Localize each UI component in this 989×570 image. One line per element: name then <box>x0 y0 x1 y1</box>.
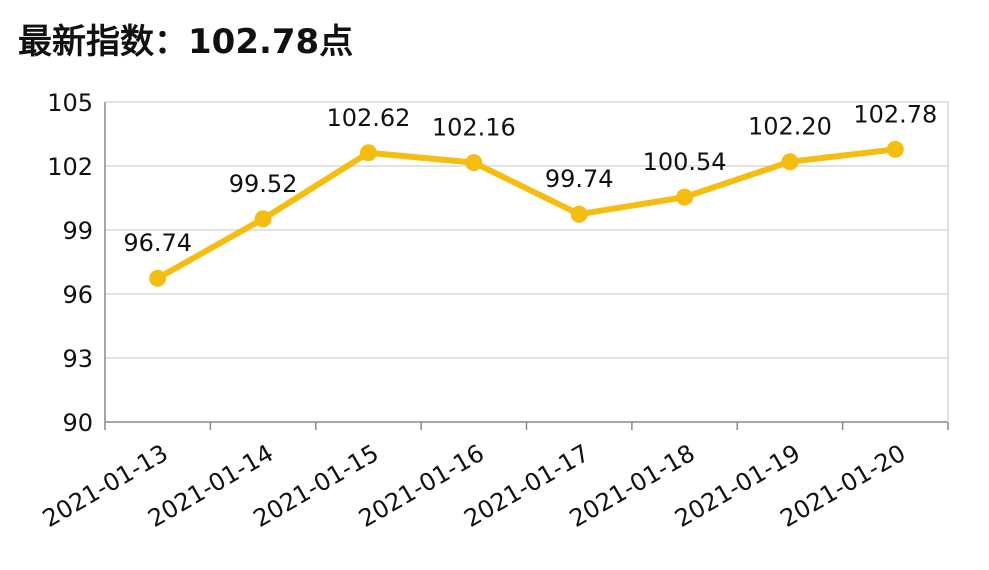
y-tick-label: 96 <box>62 281 93 309</box>
axes <box>104 102 949 430</box>
y-tick-label: 90 <box>62 409 93 437</box>
data-label: 99.74 <box>545 165 614 193</box>
data-label: 102.20 <box>748 113 832 141</box>
y-tick-label: 105 <box>47 89 93 117</box>
data-point <box>570 205 588 223</box>
y-tick-label: 102 <box>47 153 93 181</box>
data-label: 102.16 <box>432 114 516 142</box>
x-tick-labels: 2021-01-132021-01-142021-01-152021-01-16… <box>38 439 910 533</box>
data-point <box>886 140 904 158</box>
data-point <box>359 144 377 162</box>
data-label: 102.62 <box>326 104 410 132</box>
data-label: 99.52 <box>229 170 298 198</box>
series-line <box>154 146 899 282</box>
data-point <box>149 269 167 287</box>
data-point <box>781 153 799 171</box>
series <box>149 140 904 287</box>
chart-title: 最新指数：102.78点 <box>18 22 354 62</box>
data-point <box>676 188 694 206</box>
y-tick-labels: 90 93 96 99 102 105 <box>47 89 93 437</box>
data-labels: 96.74 99.52 102.62 102.16 99.74 100.54 102.20 1… <box>123 100 937 257</box>
data-label: 100.54 <box>643 148 727 176</box>
data-label: 96.74 <box>123 229 192 257</box>
data-point <box>254 210 272 228</box>
data-point <box>465 154 483 172</box>
data-label: 102.78 <box>853 100 937 128</box>
y-tick-label: 93 <box>62 345 93 373</box>
y-tick-label: 99 <box>62 217 93 245</box>
